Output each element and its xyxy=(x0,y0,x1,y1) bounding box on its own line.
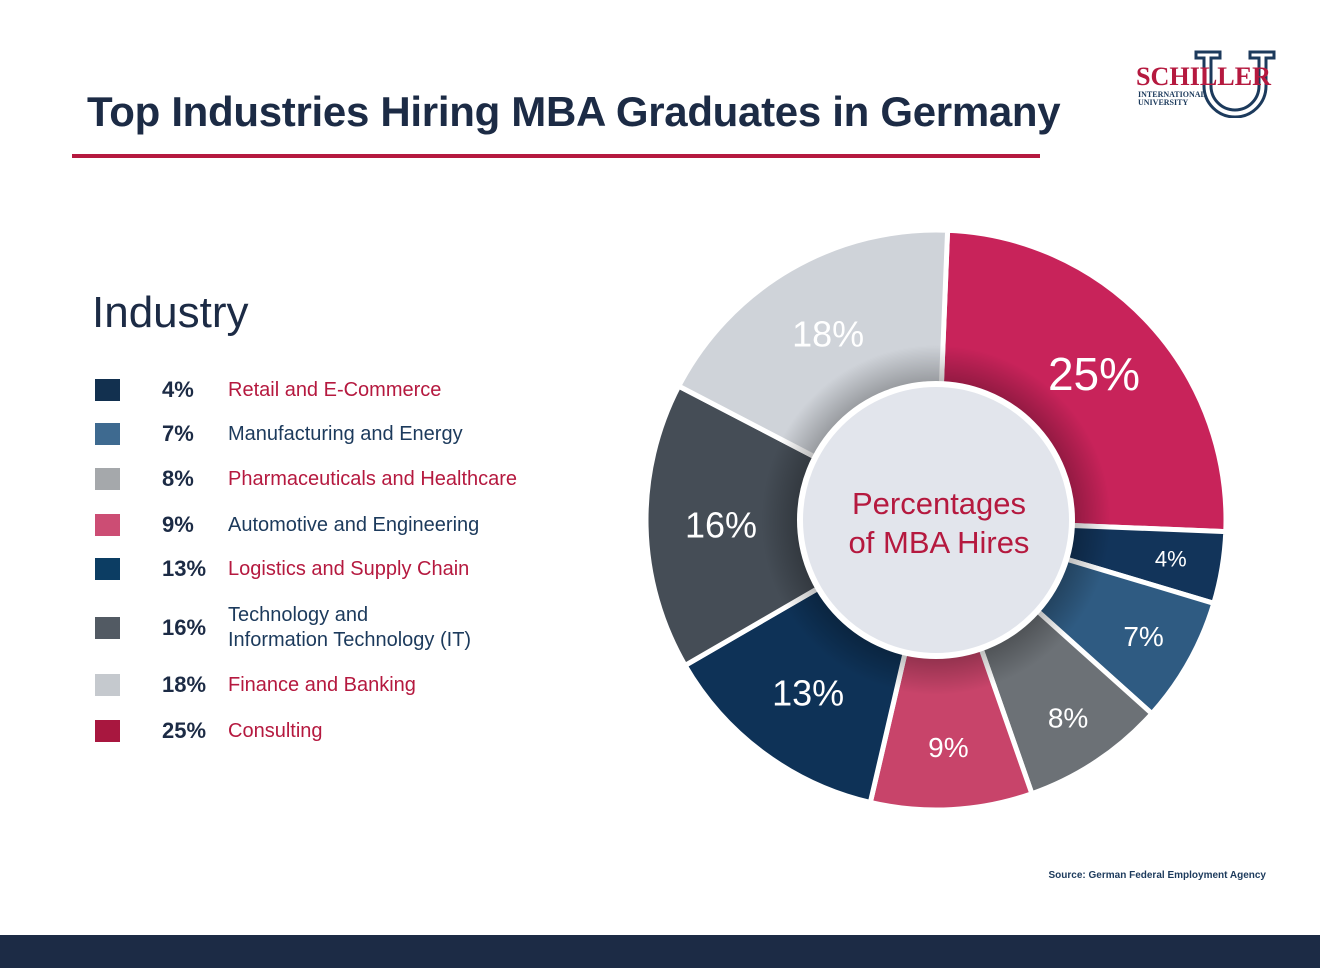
legend-swatch xyxy=(95,423,120,445)
legend-item: 7% Manufacturing and Energy xyxy=(95,414,463,454)
source-note: Source: German Federal Employment Agency xyxy=(1048,870,1266,881)
slice-label: 4% xyxy=(1155,547,1187,572)
legend-item: 16% Technology and Information Technology … xyxy=(95,604,471,651)
legend-label: Technology and Information Technology (IT… xyxy=(228,603,471,653)
legend-label: Retail and E-Commerce xyxy=(228,378,442,401)
legend-swatch xyxy=(95,468,120,490)
slice-label: 7% xyxy=(1123,621,1163,652)
svg-text:UNIVERSITY: UNIVERSITY xyxy=(1138,98,1188,107)
slice-label: 16% xyxy=(685,504,757,545)
legend-item: 9% Automotive and Engineering xyxy=(95,505,479,545)
slice-label: 25% xyxy=(1048,348,1140,400)
legend-label: Manufacturing and Energy xyxy=(228,422,463,445)
legend-percent: 13% xyxy=(162,556,207,581)
legend-item: 13% Logistics and Supply Chain xyxy=(95,549,469,589)
slice-label: 9% xyxy=(928,732,968,763)
legend-label: Pharmaceuticals and Healthcare xyxy=(228,467,518,490)
legend-percent: 25% xyxy=(162,718,207,743)
slice-label: 18% xyxy=(792,314,864,355)
legend-item: 25% Consulting xyxy=(95,711,323,751)
legend-swatch xyxy=(95,617,120,639)
legend-label-line: Information Technology (IT) xyxy=(228,629,472,651)
title-divider xyxy=(72,154,1040,158)
page-title: Top Industries Hiring MBA Graduates in G… xyxy=(87,88,1061,135)
legend-label: Consulting xyxy=(228,719,323,742)
slice-label: 8% xyxy=(1048,702,1088,733)
legend-percent: 8% xyxy=(162,466,194,491)
donut-center xyxy=(797,381,1075,659)
legend-item: 4% Retail and E-Commerce xyxy=(95,370,441,410)
legend-percent: 18% xyxy=(162,672,207,697)
legend-percent: 7% xyxy=(162,421,194,446)
legend-label: Finance and Banking xyxy=(228,673,416,696)
legend-swatch xyxy=(95,558,120,580)
legend-label: Automotive and Engineering xyxy=(228,513,480,536)
schiller-logo: SCHILLER INTERNATIONAL UNIVERSITY xyxy=(1136,50,1276,118)
legend-percent: 4% xyxy=(162,377,194,402)
svg-text:SCHILLER: SCHILLER xyxy=(1136,62,1271,91)
center-label: Percentages xyxy=(852,486,1026,521)
legend-item: 18% Finance and Banking xyxy=(95,665,416,705)
legend-swatch xyxy=(95,674,120,696)
legend-percent: 9% xyxy=(162,512,194,537)
slice-label: 13% xyxy=(772,672,844,713)
svg-text:INTERNATIONAL: INTERNATIONAL xyxy=(1138,90,1206,99)
legend-label: Logistics and Supply Chain xyxy=(228,557,470,580)
legend-swatch xyxy=(95,379,120,401)
footer-bar xyxy=(0,935,1320,968)
legend-title: Industry xyxy=(92,288,249,337)
legend-swatch xyxy=(95,720,120,742)
legend-swatch xyxy=(95,514,120,536)
legend-label-line: Technology and xyxy=(228,604,369,626)
legend-item: 8% Pharmaceuticals and Healthcare xyxy=(95,459,517,499)
center-label: of MBA Hires xyxy=(849,525,1030,560)
legend-percent: 16% xyxy=(162,615,207,640)
